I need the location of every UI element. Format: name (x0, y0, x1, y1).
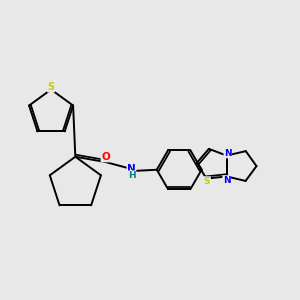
Text: S: S (47, 82, 55, 92)
Text: O: O (101, 152, 110, 162)
Text: N: N (223, 176, 230, 185)
Text: N: N (127, 164, 136, 174)
Text: N: N (224, 149, 232, 158)
Text: H: H (128, 171, 135, 180)
Text: S: S (204, 177, 210, 186)
